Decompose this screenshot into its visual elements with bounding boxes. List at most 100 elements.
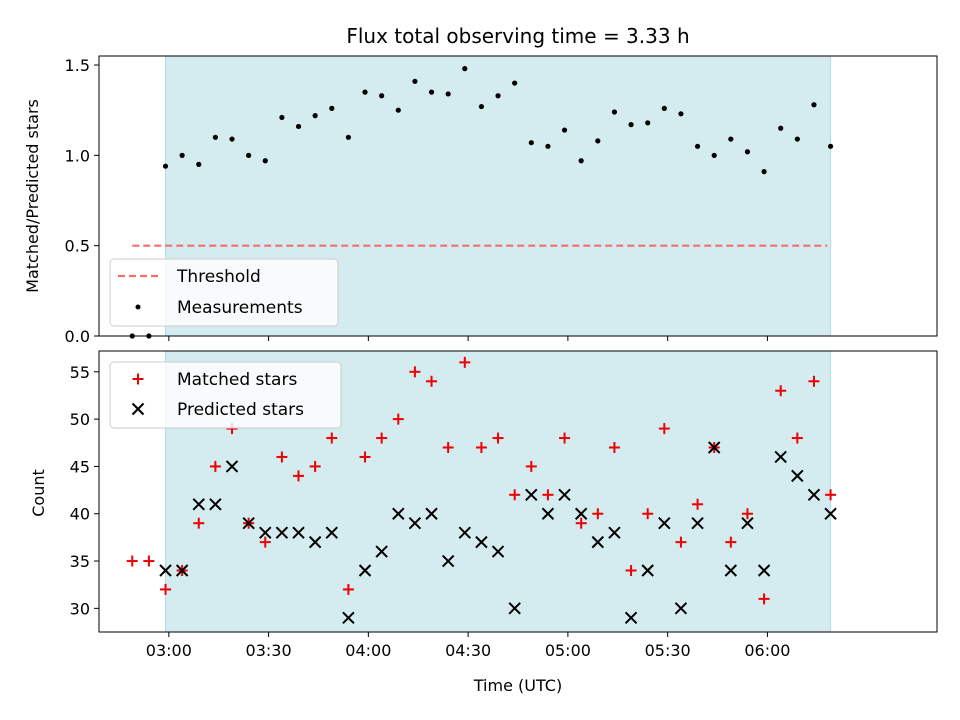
- bottom-y-axis-label: Count: [29, 469, 48, 517]
- measurement-point: [661, 105, 667, 111]
- measurement-point: [628, 122, 634, 128]
- legend-measurements-label: Measurements: [177, 298, 303, 318]
- predicted-star-point: [608, 526, 621, 539]
- matched-star-point: [193, 517, 205, 529]
- measurement-point: [345, 134, 352, 140]
- predicted-star-point: [159, 564, 172, 577]
- matched-star-point: [741, 508, 753, 520]
- legend-matched-label: Matched stars: [177, 370, 297, 390]
- top-legend: Threshold Measurements: [109, 258, 339, 327]
- measurement-point: [279, 114, 285, 121]
- predicted-star-point: [757, 564, 771, 577]
- matched-star-point: [608, 442, 620, 454]
- matched-star-point: [675, 536, 687, 548]
- matched-star-point: [725, 536, 737, 548]
- matched-star-point: [342, 583, 354, 595]
- measurement-point: [827, 143, 834, 149]
- y-tick-label: 1.5: [65, 56, 90, 75]
- predicted-star-point: [342, 611, 355, 625]
- predicted-star-point: [275, 526, 289, 539]
- top-y-axis-label: Matched/Predicted stars: [23, 99, 42, 293]
- predicted-star-point: [209, 498, 222, 511]
- matched-star-point: [160, 583, 172, 595]
- matched-star-point: [642, 508, 654, 520]
- x-tick-label: 03:00: [146, 641, 192, 660]
- predicted-star-point: [741, 516, 754, 530]
- matched-star-point: [808, 375, 820, 387]
- measurement-point: [811, 102, 817, 108]
- matched-star-point: [309, 460, 321, 472]
- top-panel: 0.0 0.5 1.0 1.5 Matched/Predicted stars Thr…: [23, 55, 938, 346]
- matched-star-point: [426, 375, 438, 387]
- x-tick-label: 05:30: [645, 641, 691, 660]
- predicted-star-points: [159, 441, 837, 625]
- matched-star-point: [259, 536, 271, 548]
- matched-star-point: [209, 460, 221, 472]
- y-tick-label: 0.0: [65, 327, 90, 346]
- measurement-point: [545, 143, 551, 149]
- predicted-star-point: [425, 507, 438, 520]
- measurement-point: [744, 149, 751, 155]
- matched-star-point: [825, 489, 837, 501]
- bottom-legend: Matched stars Predicted stars: [109, 361, 342, 429]
- predicted-star-point: [641, 564, 654, 577]
- matched-star-point: [692, 498, 704, 510]
- predicted-star-point: [591, 535, 605, 549]
- top-plot-frame: [98, 55, 938, 337]
- chart-title: Flux total observing time = 3.33 h: [346, 24, 689, 48]
- top-y-axis: 0.0 0.5 1.0 1.5: [65, 56, 99, 346]
- measurement-point: [678, 111, 684, 117]
- predicted-star-point: [192, 498, 205, 511]
- y-tick-label: 30: [70, 599, 90, 618]
- bottom-x-axis: 03:00 03:30 04:00 04:30 05:00 05:30 06:00: [146, 632, 790, 660]
- x-tick-label: 05:00: [545, 641, 591, 660]
- legend-threshold-label: Threshold: [176, 267, 261, 287]
- measurement-point: [312, 113, 318, 119]
- y-tick-label: 35: [70, 552, 90, 571]
- bottom-plot-frame: [98, 350, 938, 633]
- predicted-star-point: [791, 469, 804, 483]
- measurement-point: [694, 143, 701, 149]
- matched-star-points: [126, 356, 837, 605]
- matched-star-point: [791, 432, 803, 444]
- y-tick-label: 0.5: [65, 237, 90, 256]
- predicted-star-point: [441, 554, 455, 568]
- matched-star-point: [326, 432, 338, 444]
- x-tick-label: 04:00: [345, 641, 391, 660]
- predicted-star-point: [292, 526, 305, 539]
- predicted-star-point: [724, 564, 738, 577]
- measurement-point: [528, 140, 534, 146]
- matched-star-point: [276, 451, 288, 463]
- matched-star-point: [758, 593, 770, 605]
- matched-star-point: [392, 413, 404, 425]
- matched-star-point: [559, 432, 571, 444]
- matched-star-point: [475, 442, 487, 454]
- predicted-star-point: [508, 602, 521, 615]
- measurement-point: [162, 163, 169, 169]
- matched-star-point: [658, 423, 670, 435]
- legend-predicted-label: Predicted stars: [177, 400, 304, 420]
- matched-star-point: [359, 451, 371, 463]
- measurement-point: [711, 152, 717, 158]
- measurement-point: [611, 109, 618, 115]
- matched-star-point: [592, 508, 604, 520]
- matched-star-point: [409, 366, 421, 378]
- measurement-point: [512, 80, 518, 86]
- matched-star-point: [775, 385, 787, 397]
- matched-swatch-mark: [132, 373, 144, 385]
- predicted-star-point: [658, 516, 671, 530]
- x-tick-label: 06:00: [744, 641, 790, 660]
- y-tick-label: 50: [70, 410, 90, 429]
- legend-predicted-swatch: [131, 402, 145, 416]
- bottom-panel: 30 35 40 45 50 55 03:00 03:30 04:00 04:30 05:00 05…: [29, 350, 938, 695]
- measurement-point: [595, 138, 601, 144]
- measurement-point: [495, 93, 501, 99]
- measurement-point: [229, 136, 235, 142]
- predicted-star-point: [691, 516, 704, 530]
- x-tick-label: 04:30: [445, 641, 491, 660]
- measurement-point: [778, 125, 784, 131]
- predicted-star-point: [475, 535, 488, 549]
- measurement-point: [362, 89, 368, 95]
- predicted-star-point: [392, 507, 405, 520]
